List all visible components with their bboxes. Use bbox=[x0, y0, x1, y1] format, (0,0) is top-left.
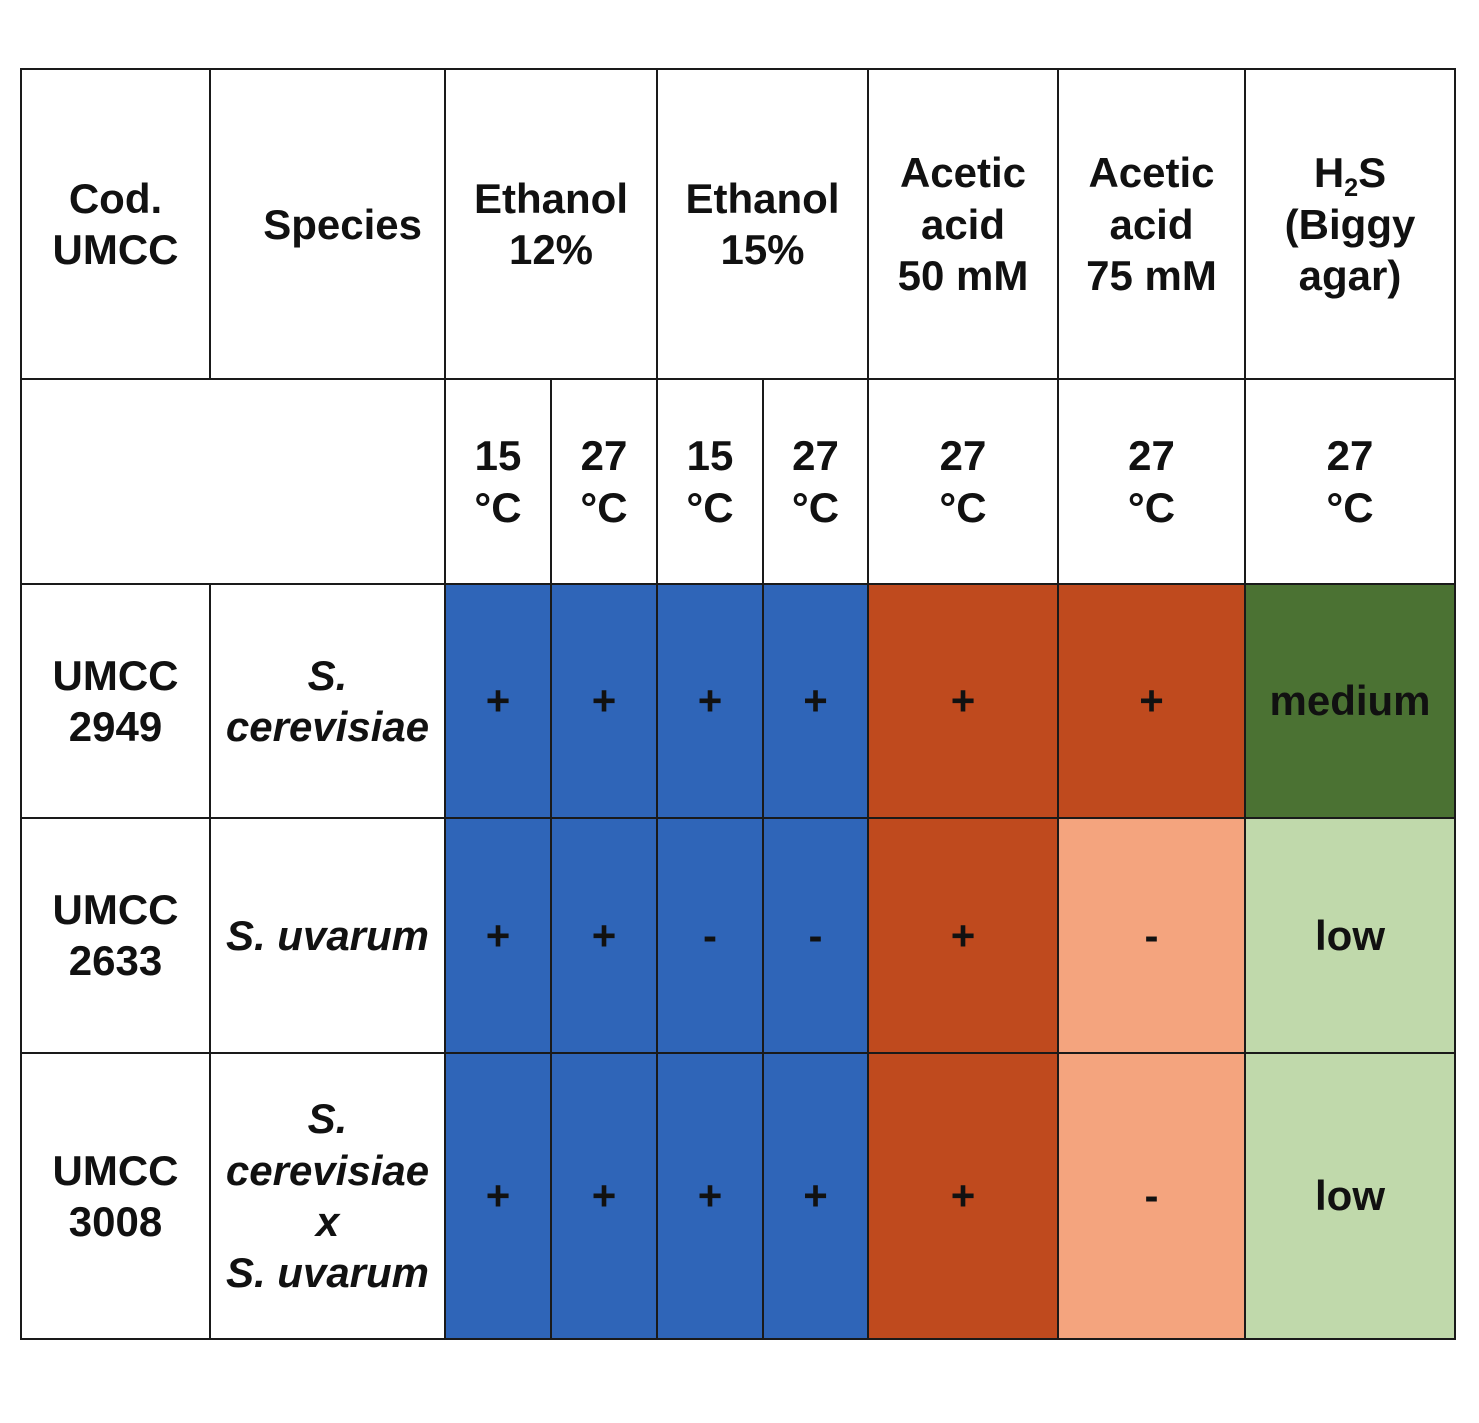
temp-unit: °C bbox=[791, 483, 840, 531]
header-species-label: Species bbox=[263, 200, 422, 248]
header-code-line2: UMCC bbox=[52, 226, 179, 274]
header-h2s-sub: 2 bbox=[1344, 174, 1359, 203]
result-acetic75: - bbox=[1057, 1051, 1246, 1341]
strain-code-line2: 2633 bbox=[68, 937, 163, 985]
header-ethanol-12-line2: 12% bbox=[508, 226, 594, 274]
header-row: Cod. UMCC Species Ethanol 12% Ethanol 15… bbox=[20, 67, 1456, 381]
temp-unit: °C bbox=[939, 483, 987, 531]
strain-code-line1: UMCC bbox=[52, 886, 179, 934]
header-h2s: H2S (Biggy agar) bbox=[1244, 67, 1456, 381]
temp-value: 27 bbox=[939, 432, 987, 480]
header-ethanol-15: Ethanol 15% bbox=[656, 67, 869, 381]
species-line: S. bbox=[307, 651, 348, 699]
header-ethanol-12: Ethanol 12% bbox=[444, 67, 658, 381]
header-h2s-line3: agar) bbox=[1298, 251, 1402, 299]
temp-value: 27 bbox=[792, 432, 839, 480]
strain-code-line2: 2949 bbox=[68, 702, 163, 750]
result-ethanol12-27c: + bbox=[550, 817, 658, 1054]
result-h2s: low bbox=[1244, 1051, 1456, 1341]
header-acetic-75: Acetic acid 75 mM bbox=[1057, 67, 1246, 381]
header-code: Cod. UMCC bbox=[20, 67, 211, 381]
header-species: Species bbox=[209, 67, 446, 381]
species-name: S. cerevisiae bbox=[209, 582, 446, 820]
species-line: cerevisiae bbox=[225, 702, 430, 750]
result-h2s: low bbox=[1244, 817, 1456, 1054]
result-acetic75: + bbox=[1057, 582, 1246, 820]
result-ethanol15-27c: + bbox=[762, 1051, 869, 1341]
header-ethanol-15-line1: Ethanol bbox=[685, 175, 840, 222]
header-h2s-s: S bbox=[1358, 149, 1387, 197]
header-acetic-50-line1: Acetic bbox=[899, 149, 1027, 197]
species-name: S. uvarum bbox=[209, 817, 446, 1054]
species-line: cerevisiae bbox=[225, 1146, 430, 1194]
header-code-line1: Cod. bbox=[68, 175, 163, 222]
temperature-blank bbox=[20, 378, 446, 585]
result-ethanol12-27c: + bbox=[550, 582, 658, 820]
temp-unit: °C bbox=[1127, 483, 1176, 531]
temp-value: 15 bbox=[686, 432, 734, 480]
header-h2s-line1: H2S bbox=[1247, 147, 1453, 200]
header-acetic-50-line2: acid bbox=[920, 200, 1006, 248]
header-ethanol-12-line1: Ethanol bbox=[474, 175, 628, 222]
species-name: S. cerevisiae x S. uvarum bbox=[209, 1051, 446, 1341]
header-ethanol-15-line2: 15% bbox=[720, 226, 805, 274]
header-acetic-50-line3: 50 mM bbox=[897, 251, 1029, 299]
temp-cell: 15 °C bbox=[444, 378, 552, 585]
species-line: x bbox=[315, 1197, 340, 1245]
header-h2s-line2: (Biggy bbox=[1284, 200, 1416, 248]
temp-unit: °C bbox=[686, 483, 734, 531]
header-acetic-75-line2: acid bbox=[1109, 200, 1194, 248]
temp-value: 27 bbox=[1128, 432, 1175, 480]
result-ethanol15-15c: + bbox=[656, 582, 764, 820]
results-table: Cod. UMCC Species Ethanol 12% Ethanol 15… bbox=[20, 67, 1456, 1341]
result-ethanol12-27c: + bbox=[550, 1051, 658, 1341]
result-ethanol15-15c: + bbox=[656, 1051, 764, 1341]
temp-cell: 27 °C bbox=[867, 378, 1059, 585]
temp-cell: 27 °C bbox=[1244, 378, 1456, 585]
species-line: S. uvarum bbox=[225, 911, 430, 959]
result-acetic75: - bbox=[1057, 817, 1246, 1054]
result-h2s: medium bbox=[1244, 582, 1456, 820]
temp-value: 27 bbox=[1326, 432, 1374, 480]
result-ethanol12-15c: + bbox=[444, 1051, 552, 1341]
result-ethanol12-15c: + bbox=[444, 582, 552, 820]
result-acetic50: + bbox=[867, 817, 1059, 1054]
temp-unit: °C bbox=[580, 483, 628, 531]
result-acetic50: + bbox=[867, 582, 1059, 820]
temp-cell: 27 °C bbox=[762, 378, 869, 585]
species-line: S. uvarum bbox=[225, 1248, 430, 1296]
temp-value: 27 bbox=[580, 432, 628, 480]
result-ethanol15-27c: + bbox=[762, 582, 869, 820]
strain-code-line1: UMCC bbox=[52, 1146, 179, 1194]
header-h2s-h: H bbox=[1313, 149, 1345, 197]
strain-code-line2: 3008 bbox=[68, 1197, 163, 1245]
temp-value: 15 bbox=[474, 432, 522, 480]
temp-cell: 27 °C bbox=[1057, 378, 1246, 585]
result-ethanol12-15c: + bbox=[444, 817, 552, 1054]
result-ethanol15-27c: - bbox=[762, 817, 869, 1054]
result-ethanol15-15c: - bbox=[656, 817, 764, 1054]
table-row: UMCC 2949 S. cerevisiae + + + + + + medium bbox=[20, 582, 1456, 820]
result-acetic50: + bbox=[867, 1051, 1059, 1341]
strain-code: UMCC 2949 bbox=[20, 582, 211, 820]
header-acetic-75-line1: Acetic bbox=[1088, 149, 1215, 197]
temp-unit: °C bbox=[1326, 483, 1374, 531]
header-acetic-75-line3: 75 mM bbox=[1086, 251, 1217, 299]
strain-code: UMCC 3008 bbox=[20, 1051, 211, 1341]
species-line: S. bbox=[307, 1095, 348, 1143]
strain-code-line1: UMCC bbox=[52, 651, 179, 699]
table-row: UMCC 3008 S. cerevisiae x S. uvarum + + + + … bbox=[20, 1051, 1456, 1341]
temp-unit: °C bbox=[474, 483, 522, 531]
header-acetic-50: Acetic acid 50 mM bbox=[867, 67, 1059, 381]
temperature-row: 15 °C 27 °C 15 °C 27 °C 27 °C 27 °C 27 °C bbox=[20, 378, 1456, 585]
strain-code: UMCC 2633 bbox=[20, 817, 211, 1054]
temp-cell: 27 °C bbox=[550, 378, 658, 585]
temp-cell: 15 °C bbox=[656, 378, 764, 585]
table-row: UMCC 2633 S. uvarum + + - - + - low bbox=[20, 817, 1456, 1054]
